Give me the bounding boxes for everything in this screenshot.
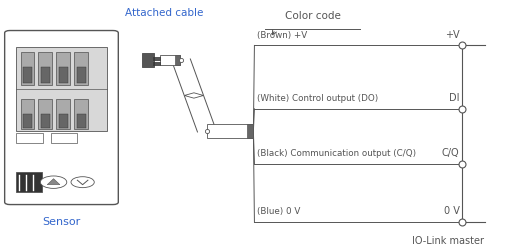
Polygon shape — [47, 179, 60, 185]
Text: 0 V: 0 V — [444, 206, 460, 216]
Text: Color code: Color code — [285, 11, 340, 21]
Text: IO-Link master: IO-Link master — [412, 236, 484, 246]
Text: (Black) Communication output (C/Q): (Black) Communication output (C/Q) — [257, 149, 416, 158]
Bar — [143, 53, 154, 66]
Text: (Blue) 0 V: (Blue) 0 V — [257, 208, 301, 216]
Bar — [39, 52, 52, 84]
Bar — [21, 52, 34, 84]
Bar — [16, 172, 42, 192]
Bar — [23, 67, 32, 83]
Polygon shape — [184, 93, 204, 98]
Text: Sensor: Sensor — [42, 217, 81, 227]
Text: (White) Control output (DO): (White) Control output (DO) — [257, 94, 378, 103]
Circle shape — [71, 177, 94, 188]
Bar — [41, 67, 50, 83]
Circle shape — [40, 176, 67, 188]
Text: C/Q: C/Q — [442, 148, 460, 158]
Text: DI: DI — [449, 93, 460, 103]
Bar — [59, 67, 67, 83]
Bar — [207, 124, 253, 138]
Bar — [16, 46, 107, 131]
Bar — [23, 114, 32, 128]
Bar — [74, 52, 87, 84]
Bar — [57, 99, 69, 128]
Text: (Brown) +V: (Brown) +V — [257, 31, 307, 40]
Text: +V: +V — [445, 30, 460, 40]
Bar — [161, 55, 180, 64]
Bar — [74, 99, 87, 128]
Bar — [21, 99, 34, 128]
FancyBboxPatch shape — [5, 30, 118, 204]
Bar — [76, 67, 85, 83]
Bar — [51, 133, 77, 143]
Bar — [76, 114, 85, 128]
Bar — [41, 114, 50, 128]
Text: Attached cable: Attached cable — [126, 8, 204, 18]
Bar — [57, 52, 69, 84]
Bar — [39, 99, 52, 128]
Bar — [16, 133, 43, 143]
Bar — [247, 124, 253, 138]
Bar — [59, 114, 67, 128]
Bar — [175, 55, 180, 64]
